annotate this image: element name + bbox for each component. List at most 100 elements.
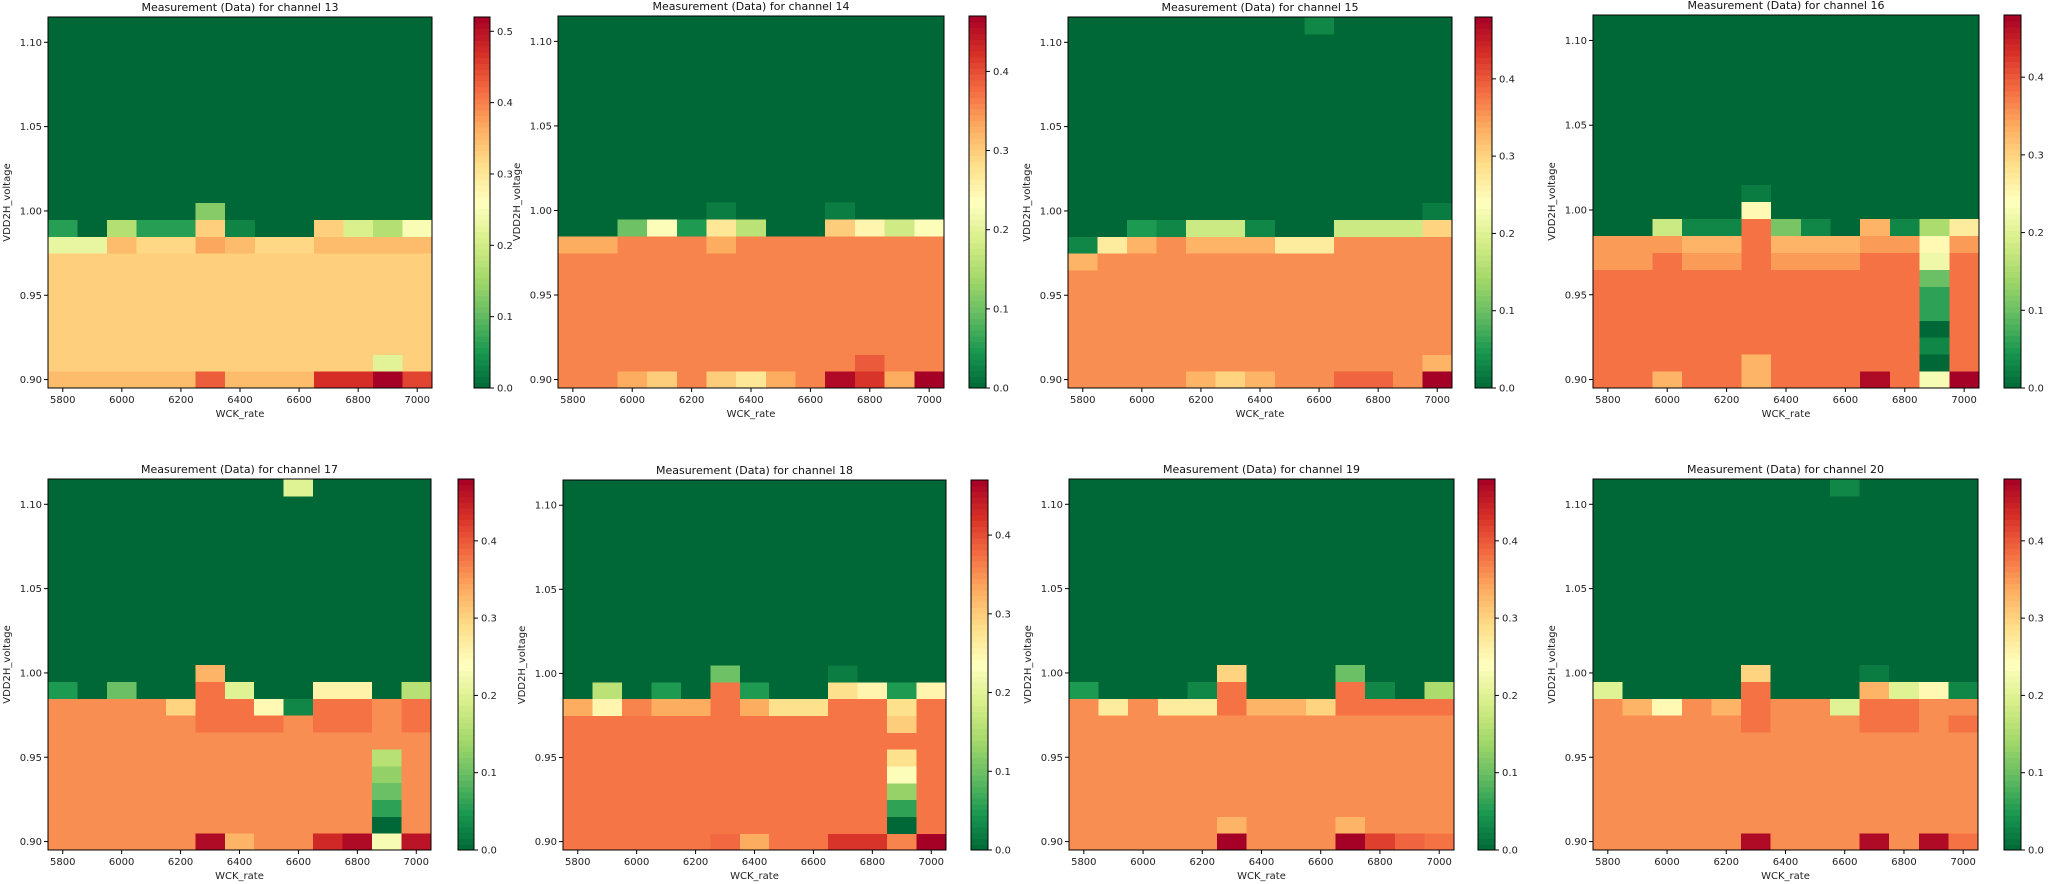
heatmap-cell	[857, 732, 888, 750]
heatmap-cell	[372, 286, 404, 305]
heatmap-cell	[1187, 630, 1218, 649]
colorbar-segment	[1478, 531, 1495, 538]
heatmap-cell	[1593, 647, 1624, 666]
x-axis-label: WCK_rate	[215, 871, 264, 882]
colorbar-segment	[971, 491, 988, 498]
colorbar-segment	[2004, 768, 2021, 776]
colorbar-segment	[458, 838, 474, 845]
heatmap-cell	[1127, 269, 1158, 288]
colorbar-segment	[474, 167, 490, 175]
heatmap-cell	[1365, 479, 1396, 497]
heatmap-cell	[710, 765, 741, 784]
heatmap-cell	[1593, 116, 1624, 135]
colorbar-segment	[1475, 219, 1492, 227]
heatmap-cell	[225, 219, 256, 237]
colorbar-segment	[971, 832, 988, 840]
x-tick-label: 6600	[1833, 395, 1858, 406]
heatmap-cell	[343, 303, 374, 322]
heatmap-cell	[914, 202, 945, 220]
heatmap-cell	[1097, 371, 1128, 389]
heatmap-cell	[1652, 563, 1683, 581]
heatmap-cell	[1682, 48, 1713, 67]
heatmap-cell	[165, 799, 196, 817]
heatmap-cell	[1187, 799, 1218, 817]
colorbar-segment	[971, 485, 988, 493]
heatmap-cell	[825, 354, 856, 372]
heatmap-cell	[1245, 303, 1276, 322]
heatmap-cell	[1681, 782, 1713, 801]
heatmap-cell	[1246, 597, 1277, 615]
heatmap-cell	[165, 580, 196, 598]
heatmap-cell	[401, 731, 432, 750]
colorbar-segment	[474, 109, 490, 117]
heatmap-cell	[136, 253, 167, 271]
heatmap-cell	[798, 816, 829, 834]
heatmap-cell	[1127, 50, 1158, 69]
heatmap-cell	[166, 135, 197, 153]
heatmap-cell	[798, 597, 829, 616]
colorbar-segment	[458, 716, 474, 724]
heatmap-cell	[1800, 597, 1831, 615]
heatmap-cell	[1949, 235, 1980, 253]
heatmap-cell	[1305, 563, 1337, 581]
heatmap-cell	[887, 513, 918, 532]
colorbar-segment	[1478, 774, 1495, 782]
heatmap-cell	[798, 580, 829, 599]
heatmap-cell	[676, 202, 708, 220]
colorbar-segment	[969, 143, 986, 151]
heatmap-cell	[1069, 546, 1100, 564]
heatmap-cell	[1830, 184, 1861, 203]
heatmap-cell	[617, 252, 648, 271]
colorbar-segment	[2004, 96, 2021, 104]
heatmap-cell	[402, 320, 433, 339]
heatmap-cell	[680, 732, 711, 750]
heatmap-cell	[1097, 168, 1128, 187]
heatmap-cell	[1245, 236, 1276, 254]
heatmap-cell	[1949, 354, 1980, 372]
heatmap-cell	[1156, 118, 1187, 136]
heatmap-cell	[857, 833, 888, 851]
heatmap-cell	[1681, 613, 1713, 632]
heatmap-cell	[1304, 219, 1335, 237]
heatmap-cell	[1246, 782, 1277, 801]
colorbar-tick-label: 0.4	[481, 536, 497, 547]
heatmap-cell	[621, 799, 652, 817]
colorbar-segment	[1478, 594, 1495, 602]
heatmap-cell	[887, 681, 918, 700]
heatmap-cell	[372, 337, 404, 355]
panel-title: Measurement (Data) for channel 18	[656, 464, 853, 477]
heatmap-cell	[1800, 681, 1831, 699]
heatmap-cell	[1652, 371, 1683, 389]
heatmap-cell	[224, 647, 255, 666]
heatmap-cell	[1711, 184, 1743, 203]
heatmap-cell	[884, 303, 915, 321]
heatmap-cell	[1276, 681, 1307, 699]
heatmap-cell	[739, 580, 770, 599]
heatmap-cell	[1128, 765, 1159, 784]
heatmap-cell	[166, 253, 197, 271]
heatmap-cell	[1392, 202, 1424, 220]
heatmap-cell	[739, 749, 770, 767]
heatmap-cell	[1276, 613, 1307, 632]
heatmap-cell	[283, 546, 314, 564]
colorbar-segment	[458, 606, 474, 613]
heatmap-cell	[1771, 218, 1802, 236]
colorbar-segment	[2004, 288, 2021, 296]
x-tick-label: 6400	[1247, 395, 1272, 406]
heatmap-cell	[48, 479, 79, 497]
colorbar-segment	[969, 265, 986, 273]
heatmap-cell	[1889, 731, 1920, 750]
heatmap-cell	[1800, 833, 1831, 851]
colorbar-segment	[1475, 173, 1492, 180]
colorbar-segment	[969, 254, 986, 261]
heatmap-cell	[107, 371, 138, 389]
heatmap-cell	[77, 597, 108, 615]
heatmap-cell	[1274, 269, 1305, 288]
heatmap-cell	[166, 84, 197, 102]
heatmap-cell	[1711, 337, 1743, 355]
heatmap-cell	[1156, 168, 1187, 187]
heatmap-cell	[284, 118, 315, 136]
heatmap-cell	[401, 765, 432, 784]
heatmap-cell	[1593, 286, 1624, 304]
colorbar-segment	[969, 196, 986, 203]
